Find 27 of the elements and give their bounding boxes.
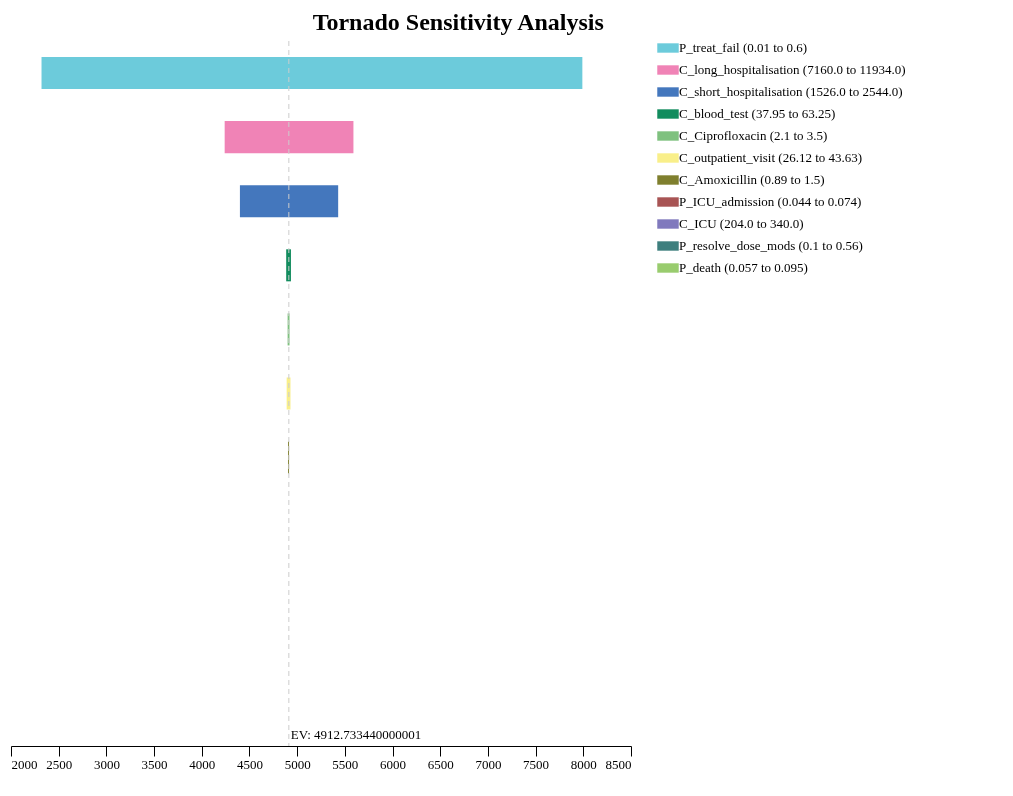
chart-title: Tornado Sensitivity Analysis: [312, 8, 604, 35]
legend-label: C_blood_test (37.95 to 63.25): [679, 106, 836, 121]
legend-label: P_death (0.057 to 0.095): [679, 260, 808, 275]
x-tick-label: 2000: [11, 756, 38, 772]
x-tick-label: 8500: [605, 756, 632, 772]
legend-label: P_treat_fail (0.01 to 0.6): [679, 40, 808, 55]
x-tick-label: 3000: [93, 756, 120, 772]
x-tick-label: 5000: [284, 756, 311, 772]
x-tick-label: 7000: [475, 756, 502, 772]
legend-label: C_Ciprofloxacin (2.1 to 3.5): [679, 128, 828, 143]
x-tick-label: 6500: [427, 756, 454, 772]
x-tick-label: 2500: [46, 756, 73, 772]
x-tick-label: 3500: [141, 756, 168, 772]
legend-label: P_resolve_dose_mods (0.1 to 0.56): [679, 238, 863, 253]
x-tick-label: 7500: [523, 756, 550, 772]
legend-label: C_outpatient_visit (26.12 to 43.63): [679, 150, 863, 165]
x-tick-label: 4500: [236, 756, 263, 772]
legend-label: C_Amoxicillin (0.89 to 1.5): [679, 172, 825, 187]
x-tick-label: 8000: [570, 756, 597, 772]
x-tick-label: 6000: [380, 756, 407, 772]
legend-label: P_ICU_admission (0.044 to 0.074): [679, 194, 862, 209]
legend-label: C_short_hospitalisation (1526.0 to 2544.0): [679, 84, 903, 99]
x-tick-label: 4000: [189, 756, 216, 772]
legend-label: C_ICU (204.0 to 340.0): [679, 216, 804, 231]
x-tick-label: 5500: [332, 756, 359, 772]
ref-line-label: EV: 4912.733440000001: [290, 727, 422, 742]
legend-label: C_long_hospitalisation (7160.0 to 11934.0): [679, 62, 906, 77]
